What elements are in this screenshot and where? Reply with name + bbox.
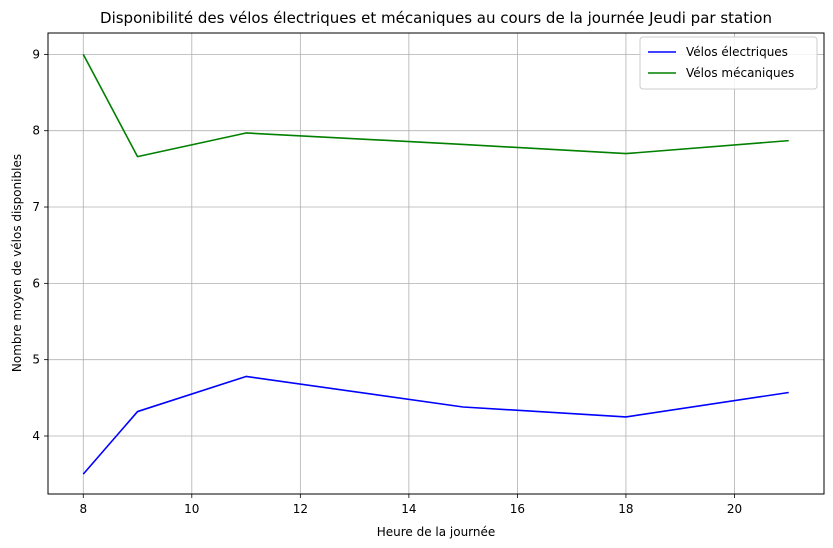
y-tick-label: 8	[32, 124, 40, 138]
chart-title: Disponibilité des vélos électriques et m…	[100, 9, 772, 27]
y-axis-label: Nombre moyen de vélos disponibles	[10, 154, 24, 372]
series-line-1	[82, 53, 789, 158]
x-tick-label: 20	[727, 502, 742, 516]
x-tick-label: 12	[293, 502, 308, 516]
y-tick-label: 9	[32, 47, 40, 61]
x-tick-label: 8	[79, 502, 87, 516]
grid	[48, 33, 824, 494]
series-lines	[82, 53, 789, 475]
x-tick-label: 18	[618, 502, 633, 516]
series-line-0	[82, 375, 789, 475]
x-tick-label: 14	[401, 502, 416, 516]
x-tick-label: 16	[510, 502, 525, 516]
legend: Vélos électriques Vélos mécaniques	[639, 36, 818, 90]
legend-label: Vélos mécaniques	[686, 66, 794, 80]
y-tick-label: 4	[32, 429, 40, 443]
legend-label: Vélos électriques	[686, 45, 788, 59]
y-tick-label: 7	[32, 200, 40, 214]
plot-frame	[47, 32, 825, 495]
x-tick-label: 10	[184, 502, 199, 516]
axis-ticks: 8 10 12 14 16 18 20 4 5 6 7 8 9	[32, 47, 742, 516]
legend-box	[639, 36, 818, 90]
x-axis-label: Heure de la journée	[377, 525, 496, 539]
y-tick-label: 5	[32, 353, 40, 367]
y-tick-label: 6	[32, 276, 40, 290]
